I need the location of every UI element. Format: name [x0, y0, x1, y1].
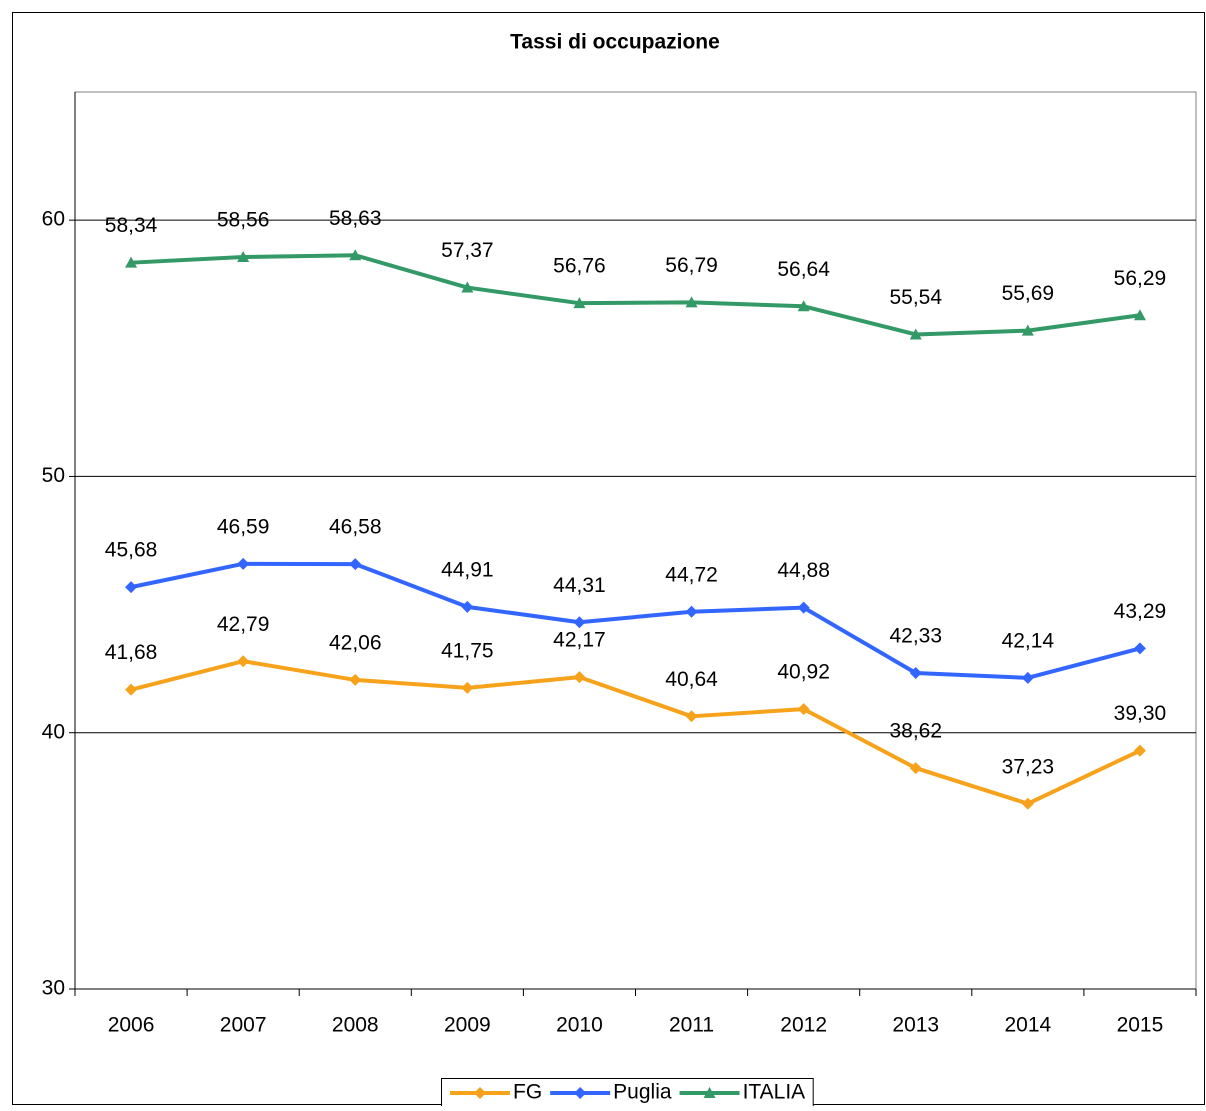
y-tick-label: 60	[42, 208, 65, 231]
data-label: 58,56	[217, 209, 270, 232]
line	[130, 253, 1141, 337]
data-label: 44,91	[441, 558, 494, 581]
data-label: 56,64	[777, 258, 830, 281]
marker	[461, 600, 474, 613]
data-label: 41,68	[105, 641, 158, 664]
x-tick-label: 2015	[1117, 1014, 1164, 1037]
data-label: 44,31	[553, 574, 606, 597]
y-tick-label: 50	[42, 464, 65, 487]
data-label: 46,59	[217, 515, 270, 538]
marker	[237, 557, 250, 570]
marker	[474, 1087, 486, 1099]
marker	[1133, 309, 1146, 321]
line	[130, 561, 1141, 680]
data-label: 45,68	[105, 539, 158, 562]
x-tick-label: 2011	[669, 1014, 714, 1037]
data-label: 42,06	[329, 631, 382, 654]
x-tick-label: 2007	[220, 1014, 267, 1037]
marker	[237, 655, 250, 668]
data-label: 44,88	[777, 559, 830, 582]
data-label: 44,72	[665, 563, 718, 586]
marker	[574, 1087, 587, 1099]
marker	[349, 673, 362, 686]
data-label: 42,33	[889, 625, 942, 648]
data-label: 56,79	[665, 254, 718, 277]
data-label: 40,92	[777, 661, 830, 684]
data-label: 42,79	[217, 613, 270, 636]
x-tick-label: 2006	[108, 1014, 155, 1037]
marker	[797, 601, 810, 614]
marker	[797, 703, 810, 716]
y-tick-label: 40	[42, 720, 65, 743]
data-label: 38,62	[889, 720, 942, 743]
marker	[573, 616, 586, 629]
x-tick-label: 2010	[556, 1014, 603, 1037]
marker	[685, 605, 698, 618]
marker	[703, 1087, 716, 1098]
data-label: 55,69	[1002, 282, 1055, 305]
data-label: 42,17	[553, 629, 606, 652]
marker	[125, 581, 138, 594]
marker	[573, 671, 586, 684]
legend: FG Puglia ITALIA	[441, 1078, 814, 1109]
marker	[685, 296, 698, 308]
data-label: 40,64	[665, 668, 718, 691]
legend-label: Puglia	[613, 1081, 672, 1104]
x-tick-label: 2008	[332, 1014, 379, 1037]
line	[130, 659, 1141, 806]
marker	[461, 681, 474, 694]
marker	[125, 256, 138, 268]
x-tick-label: 2013	[892, 1014, 939, 1037]
marker	[125, 683, 138, 696]
x-tick-label: 2012	[780, 1014, 827, 1037]
marker	[909, 666, 922, 679]
y-tick-label: 30	[42, 977, 65, 1000]
data-label: 46,58	[329, 516, 382, 539]
data-label: 42,14	[1002, 629, 1055, 652]
chart-title: Tassi di occupazione	[510, 31, 720, 54]
marker	[237, 251, 250, 263]
marker	[1021, 324, 1034, 336]
data-label: 56,76	[553, 255, 606, 278]
marker	[349, 558, 362, 571]
data-label: 58,63	[329, 207, 382, 230]
data-label: 55,54	[889, 286, 942, 309]
marker	[909, 328, 922, 340]
marker	[1133, 642, 1146, 655]
x-tick-label: 2014	[1004, 1014, 1051, 1037]
legend-label: FG	[513, 1081, 542, 1104]
plot-area	[74, 91, 1197, 990]
marker	[797, 300, 810, 312]
marker	[909, 762, 922, 775]
data-label: 58,34	[105, 214, 158, 237]
data-label: 39,30	[1114, 702, 1167, 725]
marker	[1133, 744, 1146, 757]
marker	[573, 297, 586, 309]
data-label: 57,37	[441, 239, 494, 262]
data-label: 41,75	[441, 639, 494, 662]
data-label: 37,23	[1002, 755, 1055, 778]
data-label: 56,29	[1114, 267, 1167, 290]
marker	[685, 710, 698, 723]
x-tick-label: 2009	[444, 1014, 491, 1037]
marker	[1021, 797, 1034, 810]
data-label: 43,29	[1114, 600, 1167, 623]
legend-label: ITALIA	[743, 1081, 806, 1104]
marker	[349, 249, 362, 261]
marker	[1021, 671, 1034, 684]
marker	[461, 281, 474, 293]
